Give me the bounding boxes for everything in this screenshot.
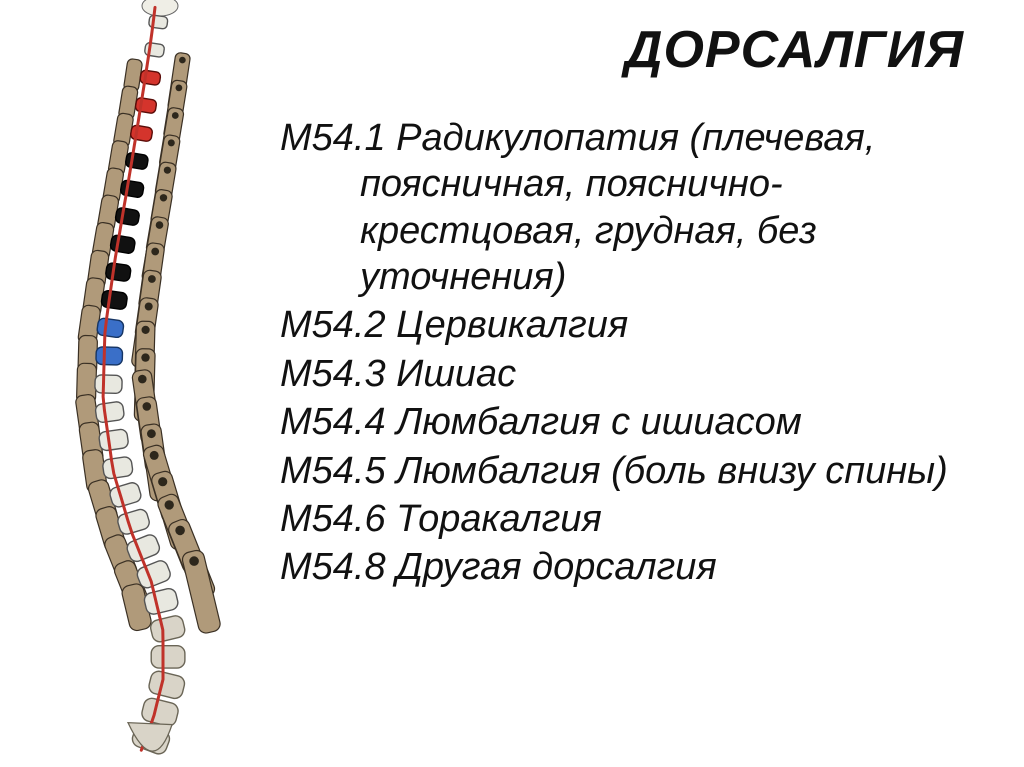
icd-item: М54.1 Радикулопатия (плечевая, пояснична…	[280, 115, 994, 300]
icd-item: М54.2 Цервикалгия	[280, 302, 994, 348]
slide: ДОРСАЛГИЯ М54.1 Радикулопатия (плечевая,…	[0, 0, 1024, 767]
icd-item: М54.3 Ишиас	[280, 351, 994, 397]
icd-list: М54.1 Радикулопатия (плечевая, пояснична…	[280, 115, 994, 593]
page-title: ДОРСАЛГИЯ	[625, 20, 964, 80]
spine-svg	[10, 0, 250, 767]
icd-item: М54.8 Другая дорсалгия	[280, 544, 994, 590]
icd-item: М54.4 Люмбалгия с ишиасом	[280, 399, 994, 445]
icd-item: М54.6 Торакалгия	[280, 496, 994, 542]
icd-item: М54.5 Люмбалгия (боль внизу спины)	[280, 448, 994, 494]
spine-illustration	[0, 0, 260, 767]
